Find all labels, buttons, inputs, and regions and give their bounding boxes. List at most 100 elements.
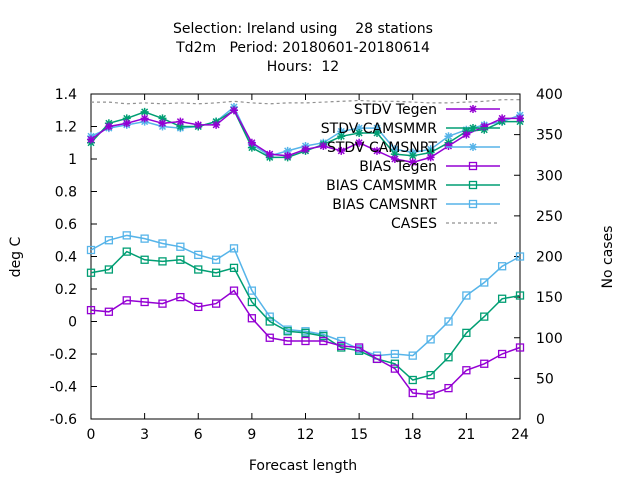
data-point-stdv-camsmmr bbox=[176, 122, 185, 131]
data-point-bias-tegen bbox=[515, 343, 525, 352]
data-point-bias-tegen bbox=[444, 383, 453, 393]
y2-tick-label: 200 bbox=[536, 250, 563, 266]
legend-label-stdv-camsmmr: STDV CAMSMMR bbox=[321, 121, 437, 137]
data-point-stdv-tegen bbox=[122, 119, 131, 128]
data-point-stdv-tegen bbox=[408, 158, 417, 167]
y-tick-label: 1.4 bbox=[55, 87, 77, 103]
data-point-bias-tegen bbox=[372, 354, 382, 364]
y2-tick-label: 400 bbox=[536, 87, 563, 103]
data-point-stdv-camsnrt bbox=[390, 145, 399, 154]
y2-tick-label: 150 bbox=[536, 290, 563, 306]
y-tick-label: -0.6 bbox=[50, 412, 77, 428]
series-line-bias-tegen bbox=[90, 289, 521, 396]
legend-label-bias-camsmmr: BIAS CAMSMMR bbox=[326, 178, 437, 194]
series-line-bias-camsnrt bbox=[90, 234, 521, 357]
data-point-stdv-tegen bbox=[444, 142, 453, 150]
data-point-bias-camsnrt bbox=[194, 250, 203, 260]
data-point-stdv-tegen bbox=[319, 142, 328, 150]
legend-marker-bias-tegen bbox=[468, 161, 478, 171]
series-bias-camsmmr bbox=[86, 247, 525, 385]
data-point-stdv-camsmmr bbox=[390, 150, 399, 159]
data-point-stdv-tegen bbox=[247, 138, 256, 147]
data-point-bias-camsmmr bbox=[515, 291, 525, 300]
data-point-stdv-tegen bbox=[390, 155, 399, 163]
y-tick-label: 1 bbox=[68, 152, 77, 168]
data-point-stdv-tegen bbox=[480, 122, 489, 131]
data-point-bias-camsmmr bbox=[265, 317, 274, 326]
data-point-bias-camsmmr bbox=[122, 247, 131, 256]
data-point-bias-camsmmr bbox=[229, 263, 239, 273]
y2-axis-label: No cases bbox=[600, 226, 616, 289]
data-point-bias-camsmmr bbox=[301, 328, 310, 338]
data-point-stdv-tegen bbox=[301, 145, 310, 154]
data-point-bias-camsmmr bbox=[140, 255, 149, 264]
data-point-bias-tegen bbox=[480, 359, 489, 368]
x-tick-label: 9 bbox=[247, 427, 256, 443]
y2-tick-label: 0 bbox=[536, 412, 545, 428]
x-tick-label: 15 bbox=[350, 427, 368, 443]
data-point-bias-camsnrt bbox=[444, 317, 453, 326]
y-tick-label: 0.6 bbox=[55, 217, 77, 233]
data-point-stdv-camsnrt bbox=[444, 132, 453, 141]
data-point-bias-camsnrt bbox=[158, 239, 167, 248]
data-point-bias-camsmmr bbox=[426, 370, 435, 380]
data-point-bias-tegen bbox=[497, 349, 507, 359]
series-cases bbox=[91, 99, 520, 105]
legend-marker-stdv-tegen bbox=[469, 105, 477, 113]
data-point-stdv-camsnrt bbox=[373, 124, 381, 133]
data-point-bias-tegen bbox=[408, 388, 417, 398]
y2-tick-label: 250 bbox=[536, 209, 563, 225]
data-point-bias-camsmmr bbox=[497, 294, 507, 303]
legend-label-bias-camsnrt: BIAS CAMSNRT bbox=[332, 197, 437, 213]
data-point-bias-camsnrt bbox=[480, 278, 489, 287]
data-point-bias-tegen bbox=[86, 305, 96, 315]
data-point-bias-tegen bbox=[211, 299, 221, 308]
data-point-bias-tegen bbox=[122, 296, 131, 305]
data-point-bias-tegen bbox=[319, 336, 328, 346]
data-point-stdv-tegen bbox=[337, 146, 346, 155]
data-point-stdv-tegen bbox=[265, 150, 274, 159]
data-point-bias-tegen bbox=[265, 333, 274, 342]
data-point-stdv-tegen bbox=[140, 114, 149, 123]
data-point-bias-camsnrt bbox=[104, 236, 114, 245]
x-tick-label: 24 bbox=[511, 427, 529, 443]
data-point-bias-camsmmr bbox=[86, 268, 96, 277]
data-point-stdv-tegen bbox=[355, 138, 364, 147]
data-point-bias-camsmmr bbox=[176, 255, 185, 264]
data-point-bias-camsmmr bbox=[247, 297, 257, 307]
data-point-stdv-tegen bbox=[158, 119, 167, 128]
data-point-bias-tegen bbox=[229, 286, 239, 295]
y-tick-label: 0.4 bbox=[55, 250, 77, 266]
data-point-stdv-camsmmr bbox=[373, 129, 381, 137]
series-bias-tegen bbox=[86, 286, 525, 399]
data-point-stdv-camsmmr bbox=[247, 143, 256, 152]
data-point-stdv-camsmmr bbox=[355, 129, 364, 137]
data-point-stdv-camsmmr bbox=[140, 107, 149, 116]
data-point-bias-camsnrt bbox=[176, 242, 185, 251]
data-point-bias-tegen bbox=[301, 336, 310, 346]
series-line-cases bbox=[91, 99, 520, 105]
data-point-bias-tegen bbox=[426, 390, 435, 399]
data-point-bias-camsmmr bbox=[480, 312, 489, 321]
data-point-stdv-tegen bbox=[104, 122, 113, 131]
data-point-stdv-tegen bbox=[373, 146, 381, 155]
x-tick-label: 0 bbox=[87, 427, 96, 443]
chart-title-line-1: Selection: Ireland using 28 stations bbox=[173, 21, 433, 37]
data-point-stdv-tegen bbox=[194, 120, 203, 129]
data-point-stdv-tegen bbox=[212, 120, 221, 129]
data-point-stdv-camsmmr bbox=[122, 114, 131, 123]
legend-marker-bias-camsnrt bbox=[468, 199, 478, 209]
x-tick-label: 12 bbox=[297, 427, 315, 443]
data-point-bias-tegen bbox=[462, 366, 471, 375]
data-point-stdv-camsmmr bbox=[337, 132, 346, 141]
data-point-bias-tegen bbox=[176, 292, 185, 302]
data-point-bias-camsnrt bbox=[86, 245, 96, 255]
data-point-bias-camsmmr bbox=[211, 268, 221, 277]
data-point-bias-tegen bbox=[337, 341, 346, 351]
data-point-stdv-tegen bbox=[516, 114, 524, 123]
data-point-bias-tegen bbox=[283, 336, 292, 346]
data-point-stdv-tegen bbox=[426, 153, 435, 162]
y-tick-label: -0.2 bbox=[50, 347, 77, 363]
x-tick-label: 6 bbox=[194, 427, 203, 443]
